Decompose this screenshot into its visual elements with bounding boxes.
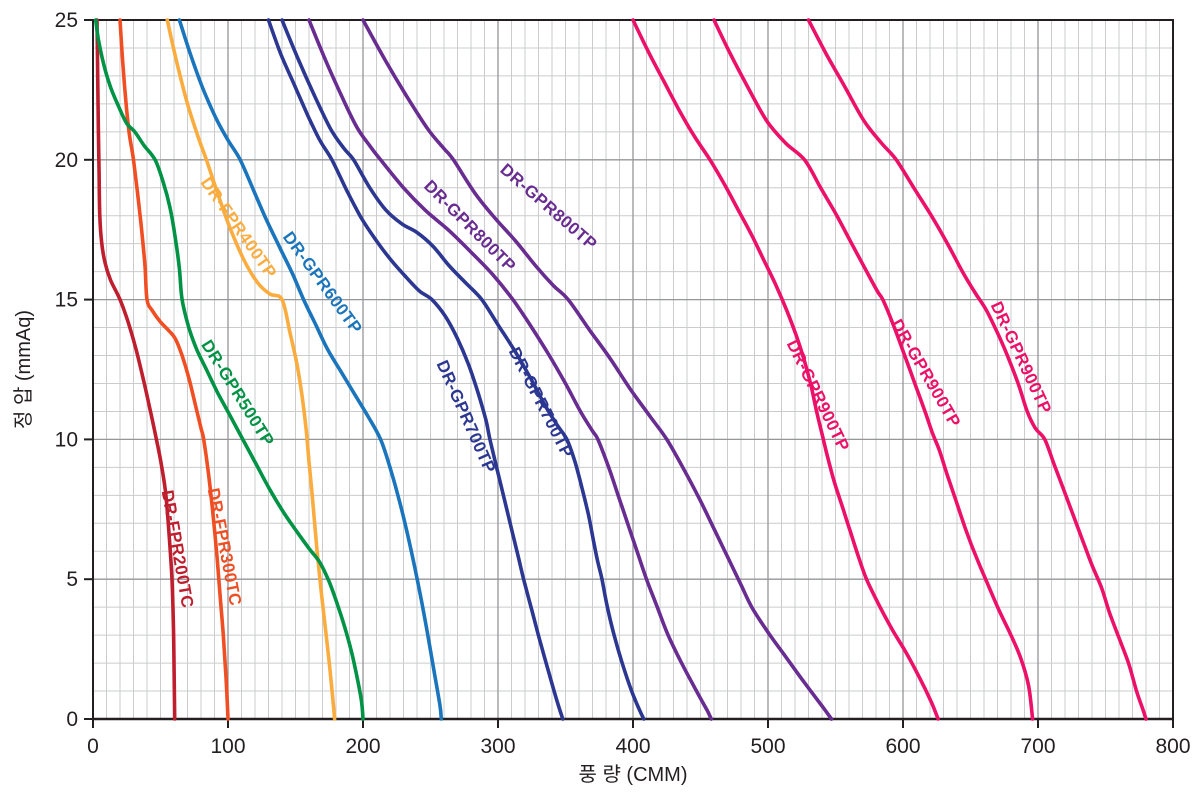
curve-label-dr-gpr800tp-8: DR-GPR800TP [497,160,601,254]
curve-label-dr-gpr800tp-7: DR-GPR800TP [420,176,519,275]
curve-dr-gpr900tp-9 [631,18,940,721]
y-tick-label: 15 [55,289,78,312]
curve-label-dr-gpr700tp-5: DR-GPR700TP [433,357,500,476]
x-tick-label: 300 [480,735,515,758]
y-tick-label: 25 [55,9,78,32]
curve-label-dr-fpr300tc-1: DR-FPR300TC [204,486,245,607]
y-tick-label: 20 [55,149,78,172]
curve-dr-gpr700tp-5 [266,18,565,721]
y-tick-label: 0 [66,708,78,731]
curve-dr-gpr900tp-11 [806,18,1148,721]
curve-label-dr-gpr900tp-11: DR-GPR900TP [987,299,1056,417]
x-tick-label: 200 [345,735,380,758]
x-tick-label: 100 [210,735,245,758]
x-axis-title: 풍 량 (CMM) [579,763,688,786]
axis-tick-labels: 0 100 200 300 400 500 600 700 800 0 5 10 15 20 25 [55,9,1191,758]
curve-dr-gpr800tp-7 [307,18,714,721]
curve-dr-gpr500tp-3 [93,18,365,721]
curve-dr-fpr400tp-2 [165,18,337,721]
curve-dr-gpr800tp-8 [361,18,834,721]
y-tick-label: 10 [55,428,78,451]
y-tick-label: 5 [66,568,78,591]
curve-dr-fpr300tc-1 [118,18,230,721]
curve-dr-gpr900tp-10 [712,18,1035,721]
curve-label-dr-gpr900tp-9: DR-GPR900TP [783,337,853,455]
x-tick-label: 400 [615,735,650,758]
grid-major-lines [93,20,1173,719]
performance-curves [93,18,1148,721]
curve-dr-gpr600tp-4 [177,18,444,721]
x-tick-label: 800 [1155,735,1190,758]
axis-tick-marks [84,19,1174,728]
curve-label-dr-fpr200tc-0: DR-FPR200TC [158,488,197,609]
curve-dr-gpr700tp-6 [280,18,646,721]
curve-label-dr-fpr400tp-2: DR-FPR400TP [197,174,281,282]
x-tick-label: 600 [885,735,920,758]
y-axis-title: 정 압 (mmAq) [12,310,35,429]
curve-label-dr-gpr700tp-6: DR-GPR700TP [505,344,577,461]
x-tick-label: 0 [87,735,99,758]
x-tick-label: 500 [750,735,785,758]
curve-dr-fpr200tc-0 [95,18,177,721]
x-tick-label: 700 [1020,735,1055,758]
